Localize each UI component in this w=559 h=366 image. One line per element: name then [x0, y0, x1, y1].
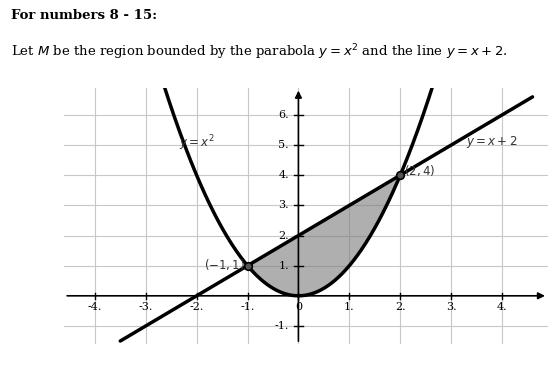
- Text: -2.: -2.: [190, 302, 204, 312]
- Text: 1.: 1.: [278, 261, 289, 271]
- Text: $(-1,1)$: $(-1,1)$: [204, 257, 245, 272]
- Text: 4.: 4.: [278, 170, 289, 180]
- Text: 1.: 1.: [344, 302, 354, 312]
- Text: 2.: 2.: [395, 302, 405, 312]
- Text: For numbers 8 - 15:: For numbers 8 - 15:: [11, 9, 157, 22]
- Text: 2.: 2.: [278, 231, 289, 240]
- Text: $y = x + 2$: $y = x + 2$: [466, 134, 518, 150]
- Text: -4.: -4.: [88, 302, 102, 312]
- Text: -1.: -1.: [240, 302, 255, 312]
- Text: $(2,4)$: $(2,4)$: [404, 163, 435, 178]
- Text: 0: 0: [295, 302, 302, 312]
- Text: 5.: 5.: [278, 140, 289, 150]
- Text: $y = x^2$: $y = x^2$: [179, 134, 215, 153]
- Text: 3.: 3.: [278, 201, 289, 210]
- Text: -1.: -1.: [274, 321, 289, 331]
- Text: 4.: 4.: [497, 302, 508, 312]
- Text: Let $M$ be the region bounded by the parabola $y = x^{2}$ and the line $y = x + : Let $M$ be the region bounded by the par…: [11, 42, 508, 62]
- Text: 3.: 3.: [446, 302, 457, 312]
- Text: 6.: 6.: [278, 110, 289, 120]
- Text: -3.: -3.: [139, 302, 153, 312]
